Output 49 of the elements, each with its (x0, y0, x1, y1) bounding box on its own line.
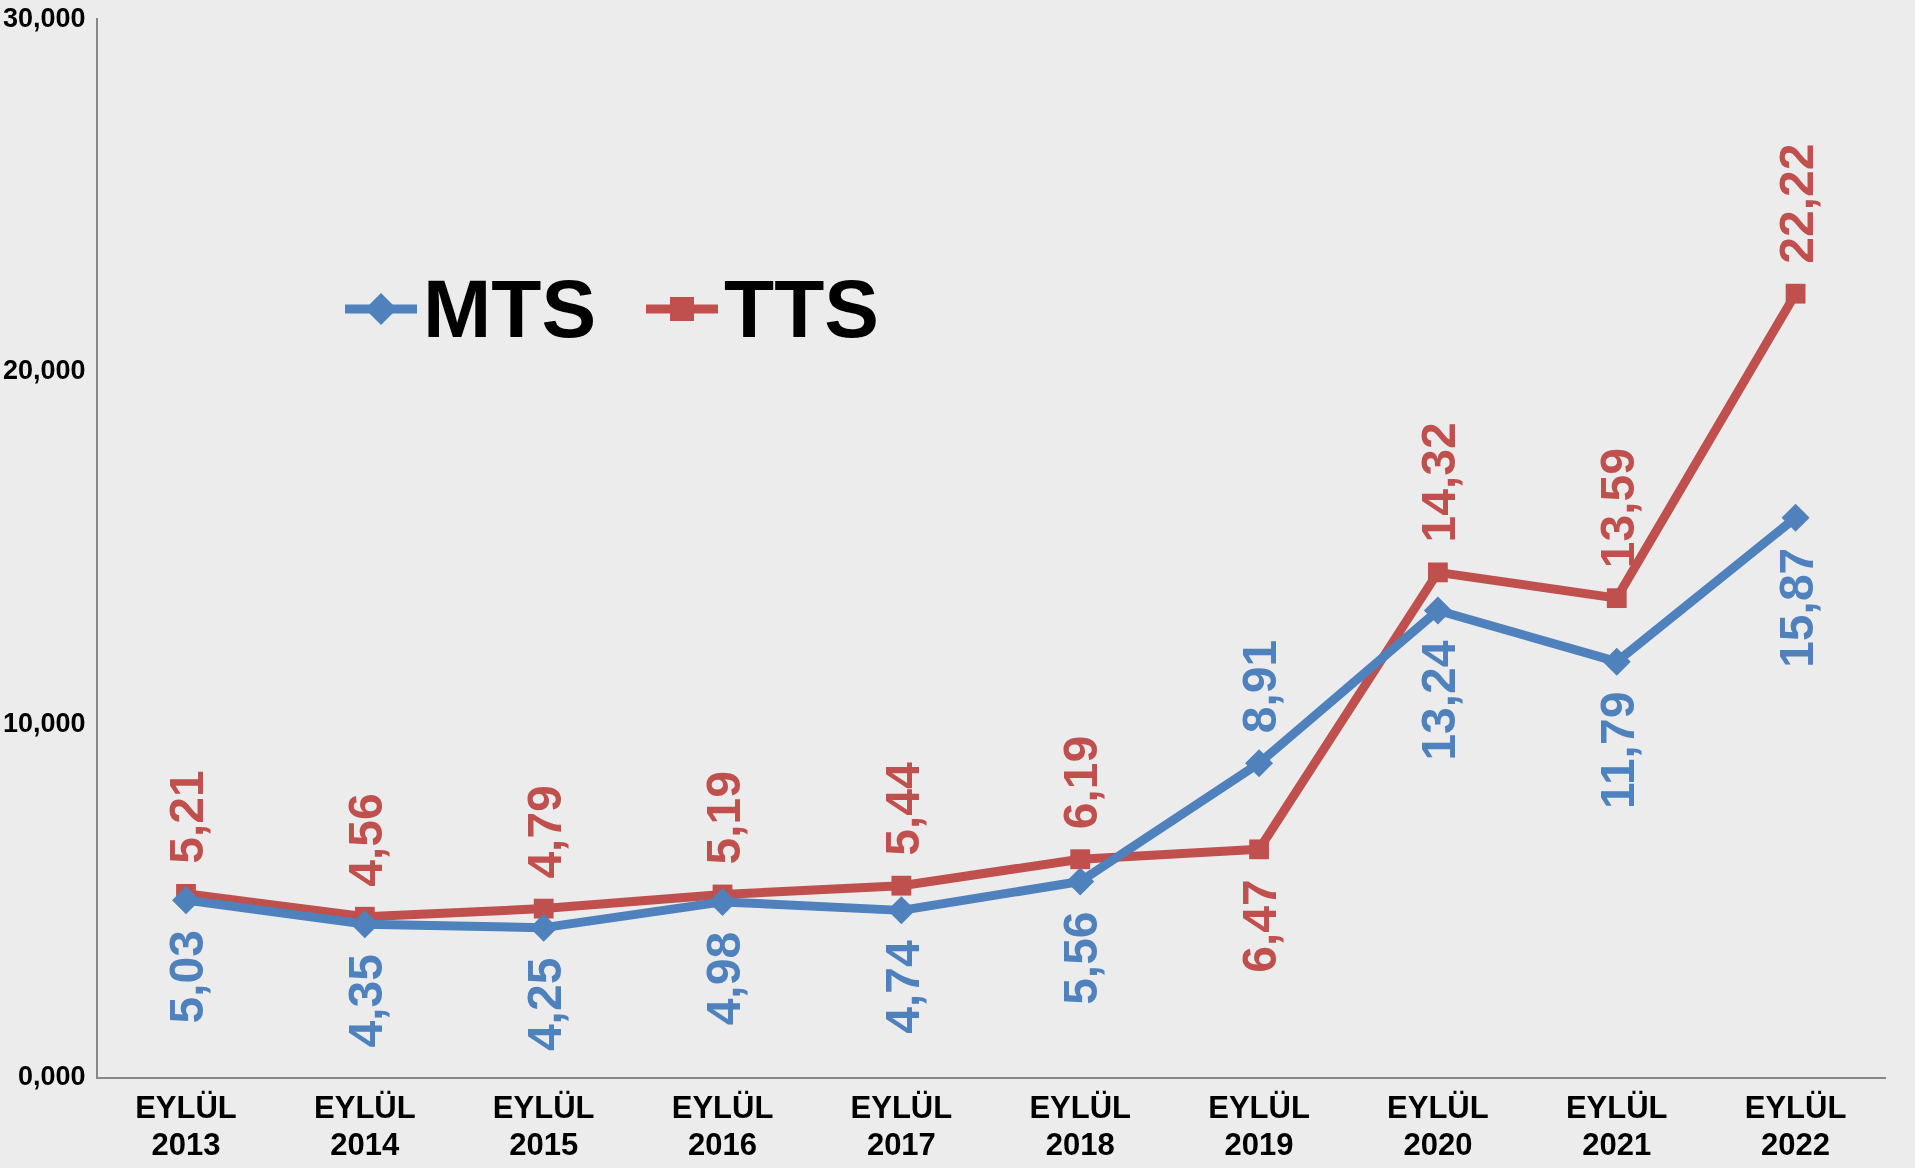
y-tick-label: 0,000 (18, 1061, 86, 1092)
data-label: 5,21 (160, 770, 214, 864)
data-label: 13,59 (1590, 448, 1644, 569)
x-tick-label: EYLÜL 2013 (135, 1089, 237, 1162)
y-tick-label: 20,000 (2, 355, 86, 386)
data-label: 4,35 (339, 954, 393, 1048)
point (1781, 503, 1810, 532)
data-label: 13,24 (1412, 640, 1466, 761)
data-label: 14,32 (1412, 422, 1466, 543)
x-tick-label: EYLÜL 2014 (314, 1089, 416, 1162)
point (1245, 749, 1274, 778)
point (1428, 562, 1448, 583)
point (1423, 596, 1452, 625)
point (172, 886, 200, 915)
data-label: 11,79 (1590, 691, 1644, 810)
legend-label: TTS (724, 262, 879, 356)
data-label: 4,25 (517, 957, 571, 1052)
data-label: 4,56 (339, 793, 393, 887)
x-tick-label: EYLÜL 2018 (1029, 1089, 1132, 1162)
data-label: 5,19 (696, 771, 750, 865)
data-label: 6,47 (1233, 879, 1287, 973)
data-label: 5,56 (1054, 911, 1108, 1005)
point (1249, 839, 1269, 860)
x-tick-label: EYLÜL 2022 (1744, 1089, 1847, 1162)
point (1070, 849, 1091, 870)
y-tick-label: 30,000 (2, 2, 86, 33)
data-label: 4,74 (875, 940, 929, 1034)
point (1066, 867, 1095, 896)
data-label: 5,44 (875, 761, 929, 856)
x-tick-label: EYLÜL 2015 (492, 1089, 595, 1162)
point (1602, 647, 1631, 676)
data-label: 5,03 (160, 930, 214, 1024)
data-label: 6,19 (1054, 735, 1108, 830)
point (891, 875, 912, 896)
x-tick-label: EYLÜL 2016 (671, 1089, 774, 1162)
x-tick-label: EYLÜL 2020 (1387, 1089, 1489, 1162)
point (533, 898, 554, 919)
data-label: 8,91 (1233, 639, 1287, 734)
data-label: 4,98 (696, 931, 750, 1026)
x-tick-label: EYLÜL 2019 (1208, 1089, 1310, 1162)
data-label: 4,79 (517, 785, 571, 879)
data-label: 15,87 (1769, 547, 1823, 668)
data-label: 22,22 (1769, 143, 1823, 264)
y-tick-label: 10,000 (2, 708, 86, 739)
point (1606, 588, 1627, 609)
x-tick-label: EYLÜL 2021 (1565, 1089, 1668, 1162)
legend-label: MTS (423, 262, 597, 356)
point (1785, 283, 1806, 304)
x-tick-label: EYLÜL 2017 (850, 1089, 953, 1162)
